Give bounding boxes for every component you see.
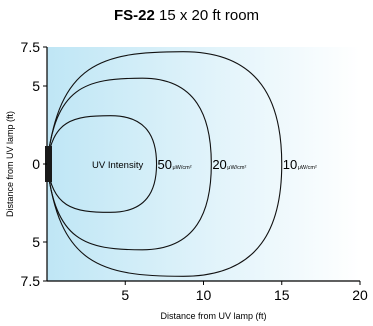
x-tick-label: 15 [274, 287, 290, 303]
y-tick-label: 0 [32, 156, 40, 172]
contours [46, 51, 283, 277]
chart-title-model: FS-22 [113, 7, 155, 24]
x-tick-label: 10 [196, 287, 212, 303]
chart-title-subtitle: 15 x 20 ft room [158, 7, 260, 24]
y-tick-label: 7.5 [21, 39, 41, 55]
plot-area [47, 47, 360, 281]
chart-title: FS-22 15 x 20 ft room [0, 7, 373, 24]
contour-unit-10: μW/cm² [298, 165, 317, 171]
x-tick-label: 5 [121, 287, 129, 303]
contour-50 [46, 115, 158, 213]
x-tick-label: 20 [352, 287, 368, 303]
x-axis-label: Distance from UV lamp (ft) [160, 311, 266, 321]
contour-label-20: 20 [212, 157, 226, 172]
uv-lamp-marker [45, 146, 52, 182]
contour-label-50: 50 [158, 157, 172, 172]
contour-label-10: 10 [283, 157, 297, 172]
plot-background [47, 47, 360, 281]
contour-20 [46, 77, 212, 251]
uv-intensity-label: UV Intensity [92, 160, 143, 171]
contour-unit-50: μW/cm² [173, 165, 192, 171]
y-axis-label: Distance from UV lamp (ft) [5, 111, 15, 217]
contour-unit-20: μW/cm² [227, 165, 246, 171]
contour-labels: UV Intensity 50 μW/cm² 20 μW/cm² 10 μW/cm² [92, 157, 317, 172]
contour-10 [46, 51, 283, 277]
y-tick-label: 5 [32, 234, 40, 250]
y-tick-label: 7.5 [21, 273, 41, 289]
y-tick-label: 5 [32, 78, 40, 94]
